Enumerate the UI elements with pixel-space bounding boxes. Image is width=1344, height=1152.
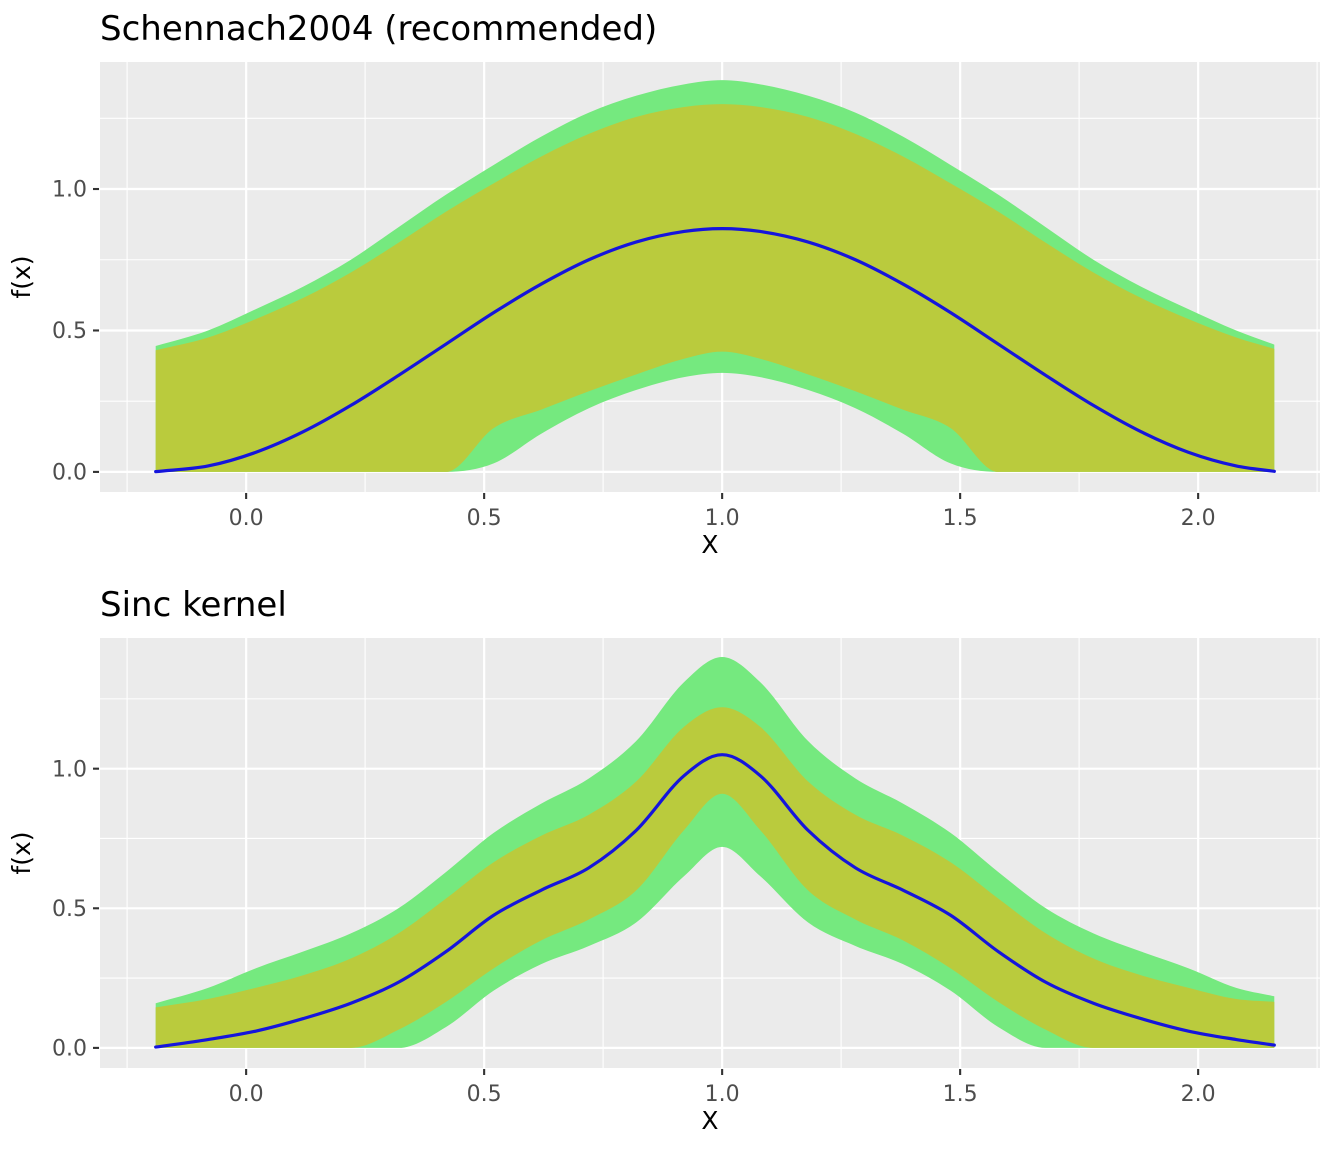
mean-line — [154, 227, 1276, 474]
y-tick-label: 0.0 — [52, 1037, 87, 1062]
bottom-chart: 0.0 0.5 1.0 1.5 2.0 0.0 0.5 1.0 Sinc kernel Xf(x) — [7, 585, 1320, 1135]
x-axis-title: X — [701, 530, 718, 559]
y-tick-label: 1.0 — [52, 178, 87, 203]
y-tick-label: 1.0 — [52, 757, 87, 782]
x-tick-label: 0.0 — [229, 1082, 264, 1107]
x-tick-label: 1.0 — [705, 1082, 740, 1107]
x-tick-label: 1.5 — [943, 1082, 978, 1107]
chart-title: Schennach2004 (recommended) — [100, 9, 657, 49]
y-axis-title: f(x) — [7, 255, 36, 298]
mean-line — [154, 753, 1276, 1049]
x-tick-label: 0.5 — [467, 1082, 502, 1107]
y-tick-label: 0.5 — [52, 319, 87, 344]
x-tick-label: 1.5 — [943, 506, 978, 531]
x-axis-title: X — [701, 1106, 718, 1135]
x-tick-label: 0.0 — [229, 506, 264, 531]
y-tick-label: 0.5 — [52, 897, 87, 922]
inner-confidence-ribbon — [155, 104, 1275, 472]
x-tick-label: 1.0 — [705, 506, 740, 531]
x-tick-label: 2.0 — [1181, 506, 1216, 531]
inner-confidence-ribbon — [155, 707, 1275, 1048]
x-tick-label: 0.5 — [467, 506, 502, 531]
y-axis-title: f(x) — [7, 831, 36, 874]
top-chart: 0.0 0.5 1.0 1.5 2.0 0.0 0.5 1.0 Schennach2004 (r… — [7, 9, 1320, 559]
chart-title: Sinc kernel — [100, 585, 287, 625]
y-tick-label: 0.0 — [52, 461, 87, 486]
x-tick-label: 2.0 — [1181, 1082, 1216, 1107]
